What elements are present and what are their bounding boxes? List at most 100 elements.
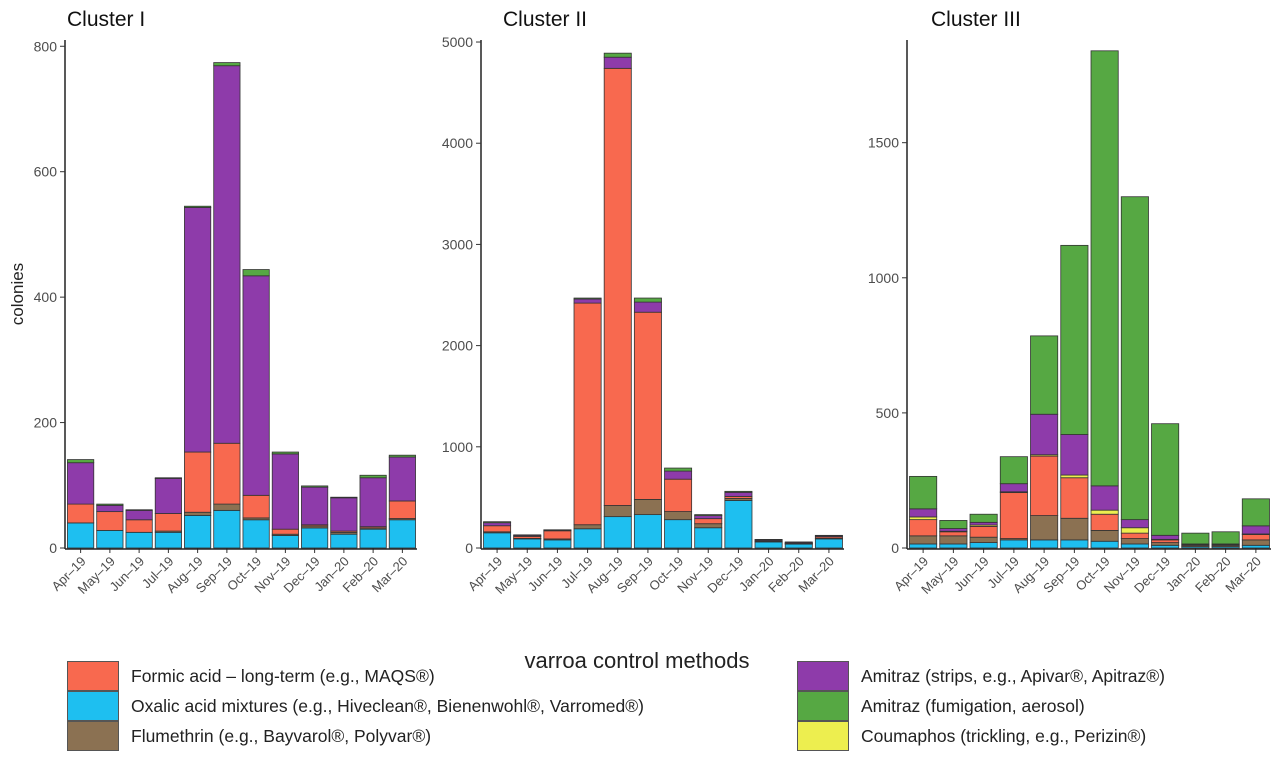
- bar-segment-formic: [271, 528, 299, 535]
- bar-segment-amitraz_strips: [724, 491, 753, 497]
- legend-swatch: [67, 691, 119, 721]
- bar-segment-formic: [633, 311, 662, 500]
- bar-segment-amitraz_fum: [271, 451, 299, 455]
- bar-segment-coumaphos: [1060, 474, 1089, 479]
- bar-segment-formic: [543, 530, 572, 540]
- legend-item-oxalic: Oxalic acid mixtures (e.g., Hiveclean®, …: [67, 688, 644, 724]
- x-tick-label: Jun–19: [525, 554, 566, 595]
- bar-segment-amitraz_strips: [96, 504, 124, 513]
- y-tick-label: 0: [465, 540, 473, 556]
- bar-segment-amitraz_fum: [1181, 532, 1210, 545]
- bar-segment-amitraz_strips: [969, 521, 998, 526]
- bar-segment-flumethrin: [909, 535, 938, 545]
- bar-segment-amitraz_fum: [1241, 498, 1270, 527]
- bar-segment-oxalic: [969, 542, 998, 549]
- y-tick-label: 800: [34, 38, 58, 54]
- bar-segment-oxalic: [330, 533, 358, 549]
- bar-segment-oxalic: [664, 519, 693, 549]
- bar-segment-formic: [1151, 539, 1180, 543]
- bar-segment-amitraz_strips: [664, 470, 693, 480]
- bar-segment-amitraz_fum: [664, 467, 693, 472]
- bar-segment-amitraz_fum: [1120, 196, 1149, 521]
- bar-segment-amitraz_strips: [242, 275, 270, 496]
- bar-segment-formic: [1241, 534, 1270, 541]
- bar-segment-oxalic: [573, 528, 602, 549]
- bar-segment-formic: [1090, 513, 1119, 531]
- bar-segment-amitraz_fum: [573, 297, 602, 300]
- bar-segment-flumethrin: [1060, 517, 1089, 541]
- legend-item-formic: Formic acid – long-term (e.g., MAQS®): [67, 658, 435, 694]
- bar-segment-amitraz_fum: [96, 503, 124, 506]
- bar-segment-amitraz_fum: [184, 205, 212, 208]
- bar-segment-oxalic: [909, 543, 938, 549]
- bar-segment-coumaphos: [909, 516, 938, 521]
- legend-item-coumaphos: Coumaphos (trickling, e.g., Perizin®): [797, 718, 1146, 754]
- bar-segment-oxalic: [603, 516, 632, 549]
- bar-segment-flumethrin: [1241, 539, 1270, 546]
- bar-segment-amitraz_fum: [301, 485, 329, 488]
- bar-segment-amitraz_fum: [694, 514, 723, 517]
- panel-title: Cluster I: [67, 8, 145, 31]
- legend-swatch: [67, 661, 119, 691]
- bar-segment-amitraz_strips: [330, 497, 358, 532]
- bar-segment-flumethrin: [213, 503, 241, 511]
- chart-panel-3: Cluster IIIApr–19May–19Jun–19Jul–19Aug–1…: [868, 8, 1271, 597]
- legend-label: Formic acid – long-term (e.g., MAQS®): [131, 665, 435, 686]
- bar-segment-amitraz_fum: [939, 520, 968, 529]
- legend-label: Oxalic acid mixtures (e.g., Hiveclean®, …: [131, 695, 644, 716]
- chart-area: colonies Cluster IApr–19May–19Jun–19Jul–1…: [8, 8, 1271, 597]
- bar-segment-oxalic: [633, 514, 662, 549]
- bar-segment-amitraz_strips: [694, 515, 723, 520]
- y-tick-label: 0: [891, 540, 899, 556]
- y-tick-label: 4000: [442, 135, 473, 151]
- bar-segment-oxalic: [213, 509, 241, 549]
- bar-segment-amitraz_fum: [1211, 531, 1240, 545]
- bar-segment-coumaphos: [1090, 509, 1119, 515]
- bar-segment-oxalic: [359, 528, 387, 549]
- bar-segment-amitraz_fum: [543, 529, 572, 531]
- chart-panel-2: Cluster IIApr–19May–19Jun–19Jul–19Aug–19…: [442, 8, 844, 597]
- bar-segment-amitraz_strips: [184, 207, 212, 453]
- bar-segment-coumaphos: [1120, 527, 1149, 534]
- bar-segment-amitraz_fum: [359, 474, 387, 479]
- bar-segment-oxalic: [271, 535, 299, 549]
- bar-segment-formic: [969, 525, 998, 538]
- bar-segment-amitraz_fum: [814, 534, 843, 537]
- bar-segment-formic: [213, 442, 241, 505]
- bar-segment-amitraz_strips: [999, 483, 1028, 493]
- bar-segment-formic: [664, 478, 693, 512]
- bar-segment-amitraz_strips: [125, 509, 153, 521]
- bar-segment-formic: [1120, 532, 1149, 539]
- bar-segment-oxalic: [784, 543, 813, 549]
- bar-segment-oxalic: [1241, 544, 1270, 549]
- y-tick-label: 1000: [442, 439, 473, 455]
- bar-segment-oxalic: [184, 514, 212, 549]
- bar-segment-oxalic: [154, 531, 182, 549]
- legend-swatch: [67, 721, 119, 751]
- bar-segment-amitraz_strips: [1030, 413, 1059, 456]
- bar-segment-oxalic: [724, 500, 753, 549]
- bar-segment-amitraz_fum: [67, 459, 95, 464]
- legend-label: Flumethrin (e.g., Bayvarol®, Polyvar®): [131, 725, 432, 746]
- y-tick-label: 400: [34, 289, 58, 305]
- bar-segment-amitraz_fum: [483, 521, 512, 524]
- bar-segment-amitraz_fum: [388, 454, 416, 458]
- y-axis-label: colonies: [8, 263, 27, 325]
- y-tick-label: 1500: [868, 135, 899, 151]
- bar-segment-amitraz_fum: [1060, 244, 1089, 435]
- bar-segment-amitraz_fum: [154, 477, 182, 479]
- bar-segment-flumethrin: [1090, 530, 1119, 542]
- bar-segment-formic: [67, 503, 95, 524]
- bar-segment-formic: [603, 67, 632, 506]
- bar-segment-flumethrin: [664, 511, 693, 521]
- bar-segment-amitraz_strips: [1241, 525, 1270, 535]
- bar-segment-oxalic: [1120, 543, 1149, 549]
- bar-segment-amitraz_fum: [909, 475, 938, 510]
- bar-segment-amitraz_fum: [1151, 423, 1180, 536]
- bar-segment-amitraz_fum: [603, 52, 632, 58]
- bar-segment-oxalic: [814, 538, 843, 549]
- panel-title: Cluster III: [931, 8, 1021, 31]
- y-tick-label: 200: [34, 415, 58, 431]
- bar-segment-flumethrin: [1120, 538, 1149, 545]
- bar-segment-oxalic: [513, 538, 542, 549]
